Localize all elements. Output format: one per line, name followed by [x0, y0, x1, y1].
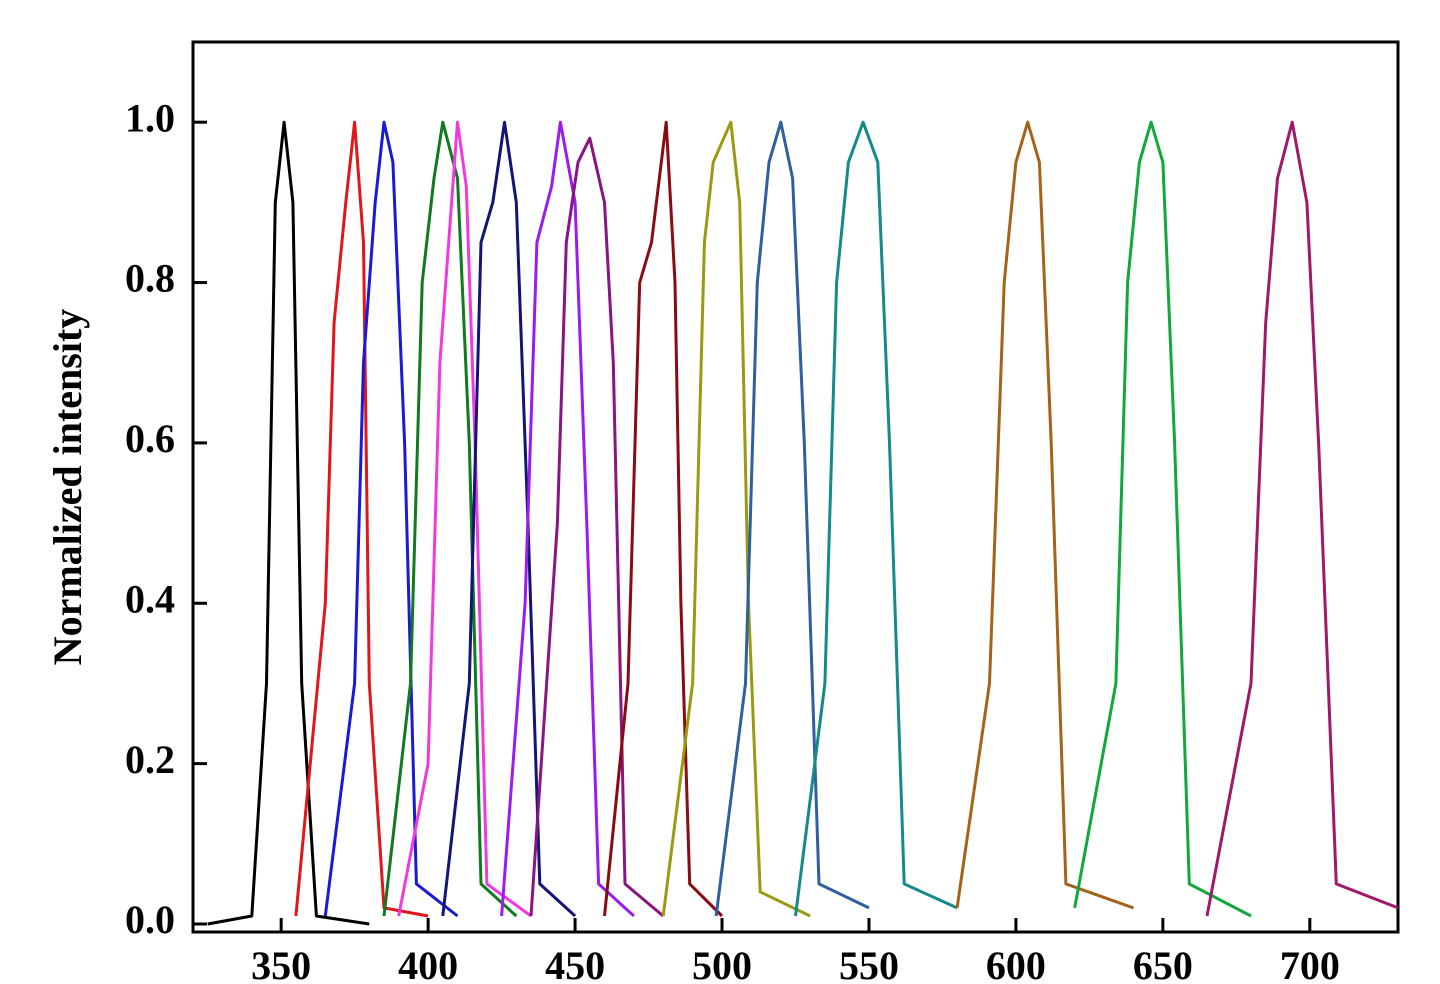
spectrum-line — [661, 120, 811, 918]
x-tick-label: 600 — [986, 943, 1046, 984]
y-tick-label: 1.0 — [125, 95, 175, 140]
spectrum-line — [397, 120, 532, 918]
x-tick-label: 700 — [1280, 943, 1340, 984]
y-tick-label: 0.8 — [125, 256, 175, 301]
spectrum-line — [714, 120, 870, 917]
x-tick-label: 450 — [545, 943, 605, 984]
x-tick-label: 400 — [398, 943, 458, 984]
x-tick-label: 350 — [251, 943, 311, 984]
y-tick-label: 0.6 — [125, 416, 175, 461]
spectrum-line — [794, 120, 958, 917]
spectrum-line — [603, 120, 724, 918]
plot-frame — [191, 40, 1400, 934]
x-tick-label: 650 — [1133, 943, 1193, 984]
y-tick-label: 0.0 — [125, 897, 175, 942]
spectrum-line — [1205, 120, 1399, 917]
spectrum-line — [207, 120, 370, 926]
y-axis-label: Normalized intensity — [45, 309, 90, 666]
spectrum-line — [1073, 120, 1252, 918]
x-tick-label: 500 — [692, 943, 752, 984]
y-tick-label: 0.2 — [125, 737, 175, 782]
spectrum-line — [500, 120, 635, 918]
spectrum-line — [441, 120, 577, 918]
spectrum-line — [382, 120, 518, 918]
spectrum-line — [529, 136, 665, 918]
spectrum-line — [955, 120, 1135, 910]
spectrum-line — [323, 120, 459, 918]
x-tick-label: 550 — [839, 943, 899, 984]
y-tick-label: 0.4 — [125, 576, 175, 621]
spectrum-line — [294, 120, 429, 918]
